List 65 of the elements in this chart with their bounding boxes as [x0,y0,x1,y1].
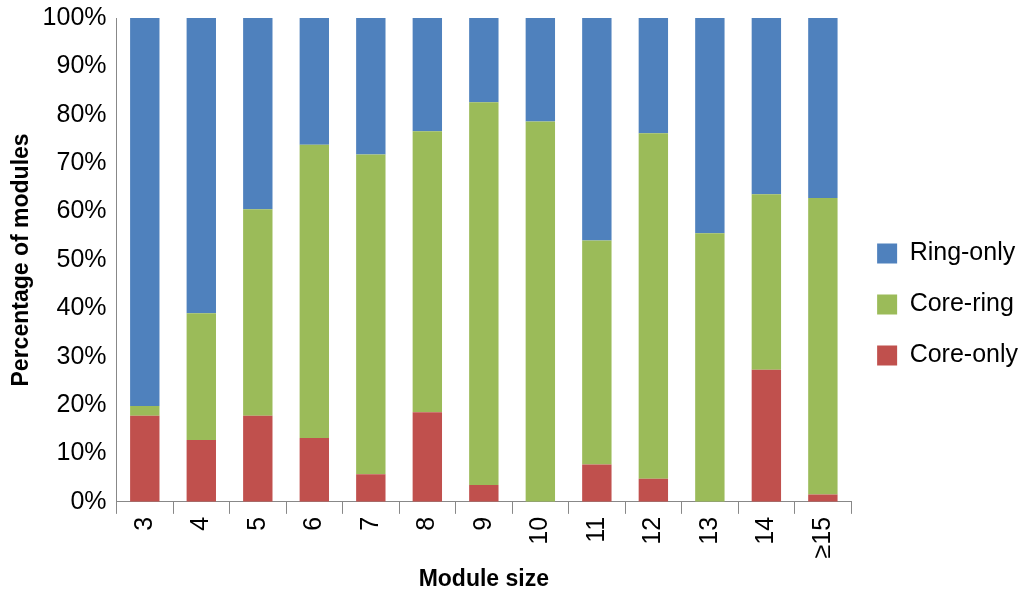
y-tick-label: 50% [56,243,107,272]
x-tick-label: 11 [580,516,609,543]
bar [582,240,612,465]
bar [186,313,216,440]
bar [130,18,160,407]
legend-label: Ring-only [909,237,1016,266]
bar [186,439,216,502]
bar [525,121,556,502]
bar [356,18,386,155]
bar [299,18,330,145]
bar [751,18,782,195]
x-axis-title: Module size [418,564,550,591]
x-tick-label: 4 [185,516,214,531]
y-tick-label: 10% [56,437,107,466]
x-tick-label: 5 [241,516,270,531]
y-tick-label: 60% [56,195,107,224]
bar [243,209,273,416]
bar [638,133,669,479]
y-tick-label: 40% [56,292,107,321]
y-axis-title: Percentage of modules [7,133,34,387]
bar [412,131,443,413]
y-tick-label: 0% [70,485,107,514]
bar [243,18,273,210]
y-tick-label: 70% [56,147,107,176]
y-tick-label: 30% [56,340,107,369]
bar [808,198,838,495]
bar [356,474,386,502]
x-tick-label: 6 [298,516,327,531]
bar [638,18,669,134]
bar [130,415,160,502]
y-tick-label: 80% [56,98,107,127]
x-tick-label: 10 [524,516,553,545]
bar [638,478,669,502]
bar [469,18,499,103]
y-tick-label: 90% [56,50,107,79]
bar [695,18,725,234]
bar [186,18,216,314]
legend-label: Core-only [909,339,1019,368]
bar [356,154,386,475]
bar [525,18,556,122]
bar [751,369,782,502]
y-tick-label: 100% [42,1,107,30]
bar [469,484,499,502]
bar [808,18,838,198]
bar [582,464,612,502]
x-tick-label: 12 [637,516,666,545]
bar [130,406,160,416]
bar [751,194,782,370]
x-tick-label: ≥15 [806,516,835,559]
x-tick-label: 3 [128,516,157,531]
bar [412,18,443,132]
bar [299,144,330,438]
y-tick-label: 20% [56,388,107,417]
x-tick-label: 8 [411,516,440,531]
bar [299,438,330,502]
bar [412,412,443,502]
legend-label: Core-ring [909,288,1014,317]
bar [695,233,725,502]
bar [243,415,273,502]
x-tick-label: 14 [750,516,779,545]
bar [582,18,612,241]
bar [469,102,499,485]
x-tick-label: 7 [354,516,383,531]
x-tick-label: 9 [467,516,496,531]
x-tick-label: 13 [693,516,722,545]
